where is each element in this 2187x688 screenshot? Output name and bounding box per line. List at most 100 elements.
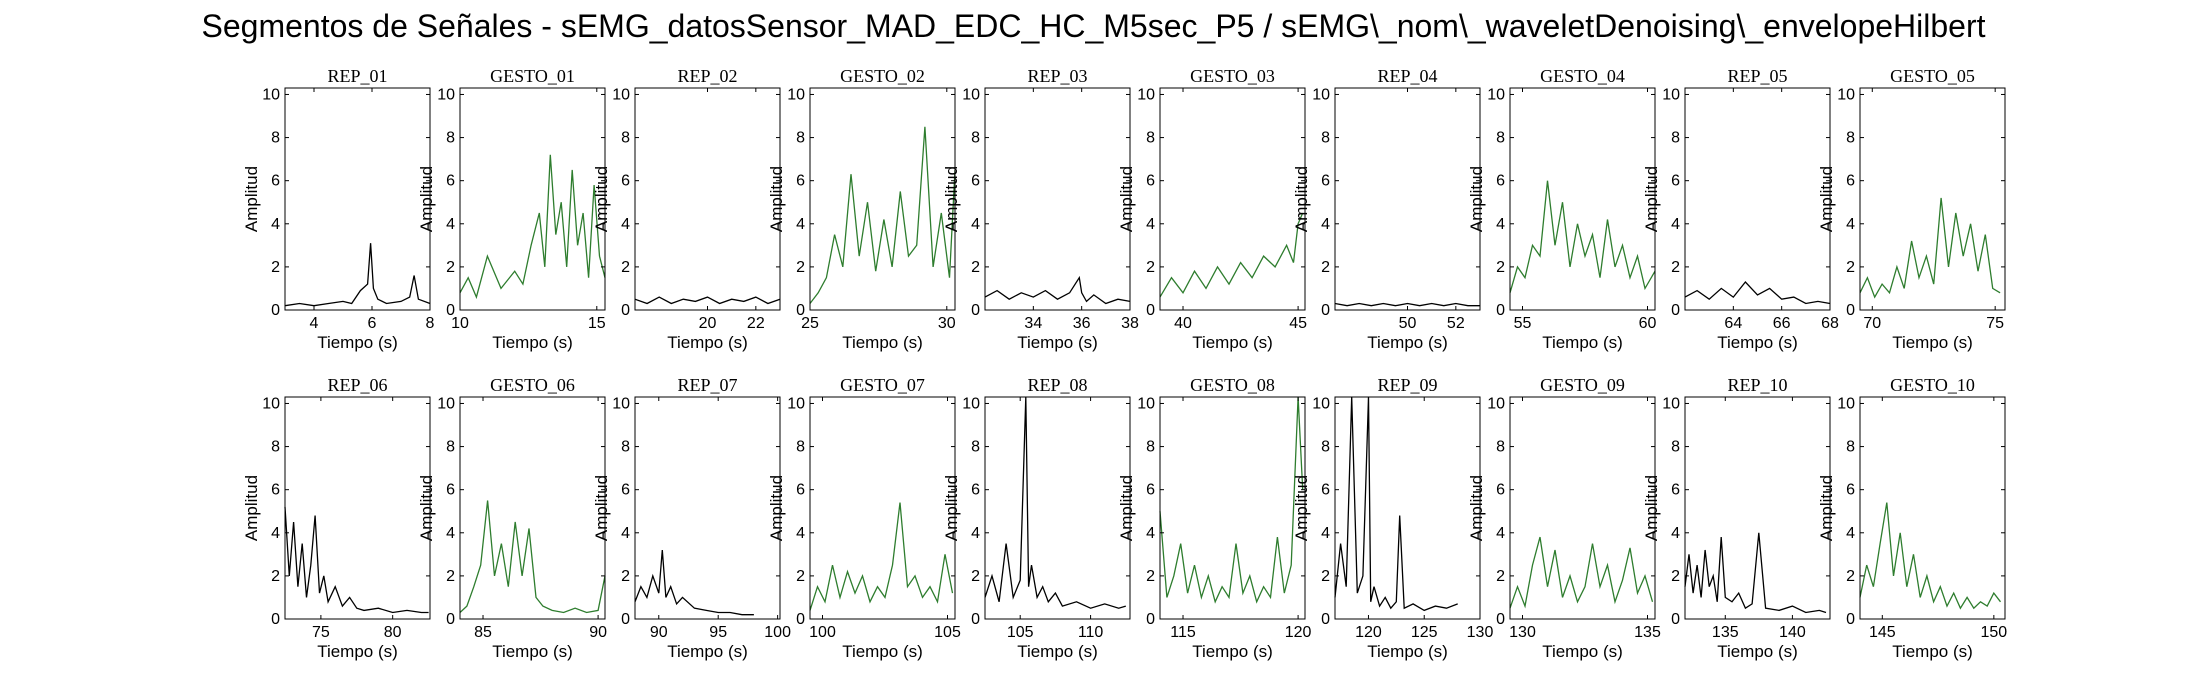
x-tick-label: 90: [589, 624, 607, 641]
y-tick-label: 0: [1846, 302, 1855, 319]
subplot-title: REP_05: [1727, 66, 1787, 86]
y-axis-label: Amplitud: [1467, 166, 1486, 232]
x-tick-label: 20: [699, 315, 717, 332]
x-axis-label: Tiempo (s): [317, 333, 398, 352]
y-tick-label: 0: [971, 611, 980, 628]
x-axis-label: Tiempo (s): [842, 333, 923, 352]
plot-area: [1334, 87, 1481, 311]
y-tick-label: 2: [446, 259, 455, 276]
y-tick-label: 0: [446, 611, 455, 628]
subplot-title: GESTO_07: [840, 375, 925, 395]
y-tick-label: 10: [1662, 395, 1680, 412]
plot-area: [1159, 87, 1306, 311]
y-tick-label: 8: [1321, 439, 1330, 456]
series-line: [1684, 532, 1827, 614]
x-tick-label: 145: [1869, 624, 1896, 641]
series-line: [1684, 281, 1831, 305]
y-tick-label: 0: [621, 302, 630, 319]
x-axis-label: Tiempo (s): [1367, 333, 1448, 352]
y-tick-label: 6: [796, 482, 805, 499]
x-tick-label: 125: [1411, 624, 1438, 641]
series-line: [284, 506, 429, 614]
x-tick-label: 105: [1007, 624, 1034, 641]
plot-area: [459, 87, 606, 311]
y-tick-label: 4: [446, 525, 455, 542]
y-axis-label: Amplitud: [1117, 475, 1136, 541]
y-tick-label: 8: [1146, 439, 1155, 456]
subplot-title: REP_01: [327, 66, 387, 86]
y-axis-label: Amplitud: [592, 166, 611, 232]
subplot-title: GESTO_06: [490, 375, 575, 395]
y-tick-label: 2: [971, 259, 980, 276]
x-tick-label: 130: [1467, 624, 1494, 641]
subplot-title: GESTO_05: [1890, 66, 1975, 86]
series-line: [1509, 180, 1656, 293]
x-axis-label: Tiempo (s): [1717, 642, 1798, 661]
subplot-rep-04: 0 2 4 6 8 10 50 52 REP_04 Tiempo (s) Amplitud: [1292, 66, 1481, 352]
y-axis-label: Amplitud: [767, 166, 786, 232]
y-tick-label: 2: [621, 259, 630, 276]
y-tick-label: 6: [621, 173, 630, 190]
plot-area: [1684, 396, 1831, 620]
plot-area: [809, 87, 956, 311]
y-tick-label: 8: [1321, 130, 1330, 147]
y-tick-label: 4: [796, 525, 805, 542]
x-axis-label: Tiempo (s): [1542, 333, 1623, 352]
y-tick-label: 6: [446, 173, 455, 190]
y-tick-label: 6: [971, 173, 980, 190]
plot-area: [984, 87, 1131, 311]
x-tick-label: 120: [1355, 624, 1382, 641]
plot-area: [284, 396, 431, 620]
y-axis-label: Amplitud: [1117, 166, 1136, 232]
subplot-rep-01: 0 2 4 6 8 10 4 6 8 REP_01 Tiempo (s) Amplitud: [242, 66, 435, 352]
x-tick-label: 135: [1634, 624, 1661, 641]
x-tick-label: 90: [650, 624, 668, 641]
y-tick-label: 0: [796, 302, 805, 319]
y-tick-label: 4: [271, 216, 280, 233]
y-tick-label: 6: [796, 173, 805, 190]
series-line: [459, 154, 606, 300]
subplot-gesto-07: 0 2 4 6 8 10 100 105 GESTO_07 Tiempo (s) Amplitud: [767, 375, 961, 661]
y-axis-label: Amplitud: [592, 475, 611, 541]
subplot-title: GESTO_09: [1540, 375, 1625, 395]
x-axis-label: Tiempo (s): [1192, 333, 1273, 352]
y-tick-label: 0: [1846, 611, 1855, 628]
subplot-title: GESTO_01: [490, 66, 575, 86]
y-tick-label: 4: [446, 216, 455, 233]
y-axis-label: Amplitud: [242, 475, 261, 541]
series-line: [1159, 396, 1304, 604]
y-tick-label: 4: [1146, 525, 1155, 542]
y-tick-label: 0: [1671, 611, 1680, 628]
y-tick-label: 2: [271, 568, 280, 585]
y-tick-label: 2: [1146, 568, 1155, 585]
y-tick-label: 0: [446, 302, 455, 319]
x-tick-label: 25: [801, 315, 819, 332]
y-tick-label: 4: [1146, 216, 1155, 233]
series-line: [1334, 396, 1458, 612]
y-tick-label: 4: [621, 525, 630, 542]
figure-title: Segmentos de Señales - sEMG_datosSensor_…: [201, 8, 1986, 44]
y-tick-label: 4: [1671, 216, 1680, 233]
y-axis-label: Amplitud: [1642, 475, 1661, 541]
x-axis-label: Tiempo (s): [842, 642, 923, 661]
subplot-rep-10: 0 2 4 6 8 10 135 140 REP_10 Tiempo (s) Amplitud: [1642, 375, 1831, 661]
y-tick-label: 2: [1321, 259, 1330, 276]
y-tick-label: 2: [1671, 259, 1680, 276]
x-tick-label: 36: [1073, 315, 1091, 332]
y-tick-label: 0: [1146, 611, 1155, 628]
x-tick-label: 100: [809, 624, 836, 641]
y-tick-label: 10: [1137, 395, 1155, 412]
x-tick-label: 64: [1724, 315, 1742, 332]
y-tick-label: 4: [971, 216, 980, 233]
series-line: [284, 243, 431, 307]
subplot-rep-07: 0 2 4 6 8 10 90 95 100 REP_07 Tiempo (s) Amplitud: [592, 375, 791, 661]
series-line: [809, 126, 956, 304]
y-tick-label: 4: [1496, 525, 1505, 542]
y-axis-label: Amplitud: [417, 166, 436, 232]
x-tick-label: 15: [588, 315, 606, 332]
x-axis-label: Tiempo (s): [492, 642, 573, 661]
y-tick-label: 2: [1146, 259, 1155, 276]
x-tick-label: 45: [1289, 315, 1307, 332]
